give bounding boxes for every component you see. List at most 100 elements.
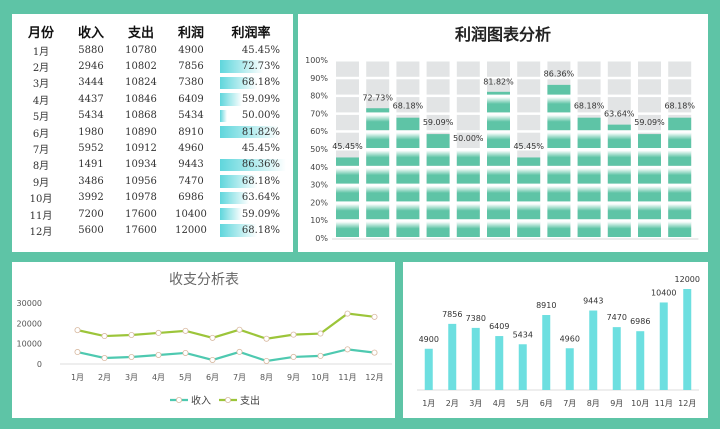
background-cell [336,132,359,148]
profit-rate-value: 50.00% [241,110,280,122]
y-tick-label: 10000 [17,340,42,349]
profit-rate-bar-cell [487,150,510,166]
background-cell [336,79,359,95]
x-tick-label: 5月 [179,373,192,382]
month-cell: 11月 [29,210,53,222]
profit-rate-bar-cell [577,168,601,184]
income-cell: 2946 [78,61,104,73]
column-header: 收入 [77,25,104,41]
expense-cell: 10956 [125,175,157,187]
data-point [263,335,270,342]
data-label: 9443 [583,297,603,306]
income-cell: 5434 [78,110,104,122]
profit-rate-bar-cell [638,203,661,220]
data-label: 81.82% [483,77,514,86]
profit-rate-bar-cell [456,186,480,202]
profit-rate-bar-cell [517,168,541,184]
profit-rate-value: 68.18% [241,175,280,187]
profit-rate-bar-cell [396,168,420,184]
data-bar [220,224,257,237]
data-point [182,327,189,334]
profit-rate-bar-cell [366,114,390,131]
background-cell [396,97,420,113]
chart-title: 收支分析表 [169,272,239,288]
x-tick-label: 2月 [98,373,111,382]
income-cell: 3992 [78,192,104,204]
column-header: 利润率 [231,25,271,41]
profit-rate-bar-cell [607,186,631,202]
profit-bar [518,344,527,390]
table-row: 10月 3992 10978 6986 63.64% [16,190,286,206]
profit-rate-bar-cell [638,150,661,166]
data-point [317,330,324,337]
data-table: 月份 收入 支出 利润 利润率 1月 5880 10780 4900 45.45% 2月 2946 1… [16,20,286,239]
profit-rate-bar-cell [426,168,450,184]
profit-bar [565,348,574,390]
background-cell [517,79,541,95]
y-tick-label: 0% [315,234,328,243]
profit-rate-bar-cell [487,186,510,202]
profit-rate-bar-cell [638,221,661,237]
profit-rate-cell: 59.09% [216,91,286,107]
x-tick-label: 4月 [152,373,165,382]
x-tick-label: 7月 [233,373,246,382]
data-label: 86.36% [544,69,575,78]
profit-rate-bar-cell [668,186,692,202]
profit-rate-bar-cell [547,221,571,237]
income-expense-chart-panel: 收支分析表 0 10000 20000 30000 1月 2月 3月 4月 5月 6月 7月 8月 9月 1… [12,262,395,418]
expense-cell: 10868 [125,110,157,122]
month-cell: 2月 [32,63,50,75]
background-cell [487,79,510,95]
background-cell [577,97,601,113]
data-point [128,331,135,338]
profit-rate-cell: 45.45% [216,42,286,58]
table-row: 7月 5952 10912 4960 45.45% [16,140,286,156]
income-cell: 1491 [78,159,104,171]
table-row: 11月 7200 17600 10400 59.09% [16,206,286,222]
background-cell [638,114,661,131]
y-tick-label: 100% [305,56,328,65]
x-tick-label: 10月 [631,399,649,408]
profit-rate-bar-cell [487,91,510,95]
expense-cell: 10890 [125,126,157,138]
profit-rate-bar-cell [336,221,359,237]
background-cell [517,97,541,113]
y-tick-label: 40% [310,163,328,172]
profit-rate-bar-cell [547,203,571,220]
table-row: 4月 4437 10846 6409 59.09% [16,91,286,107]
profit-rate-value: 63.64% [241,192,280,204]
series-line-income [77,348,375,363]
data-bar [220,76,257,90]
profit-rate-bar-cell [366,186,390,202]
profit-rate-bar-cell [668,168,692,184]
profit-cell: 6986 [178,192,204,204]
profit-rate-cell: 86.36% [216,157,286,173]
x-tick-label: 12月 [678,399,696,408]
data-label: 6409 [489,322,509,331]
profit-rate-bar-cell [577,132,601,148]
data-point [371,349,378,356]
income-cell: 1980 [78,126,104,138]
expense-cell: 10978 [125,192,157,204]
data-point [317,352,324,359]
x-tick-label: 4月 [493,399,506,408]
profit-rate-bar-cell [487,221,510,237]
profit-bar [589,310,598,390]
data-point [290,331,297,338]
profit-cell: 4900 [178,44,204,56]
profit-rate-cell: 50.00% [216,108,286,124]
background-cell [577,61,601,77]
profit-rate-bar-cell [547,97,571,113]
table-header-row: 月份 收入 支出 利润 利润率 [16,20,286,42]
profit-rate-bar-cell [577,117,601,131]
x-tick-label: 7月 [563,399,576,408]
background-cell [456,132,480,148]
profit-rate-bar-cell [487,132,510,148]
y-tick-label: 20% [310,198,328,207]
profit-rate-bar-cell [547,186,571,202]
income-cell: 3444 [78,77,104,89]
data-bar [220,158,286,172]
x-tick-label: 3月 [125,373,138,382]
data-point [155,329,162,336]
profit-rate-bar-cell [396,221,420,237]
